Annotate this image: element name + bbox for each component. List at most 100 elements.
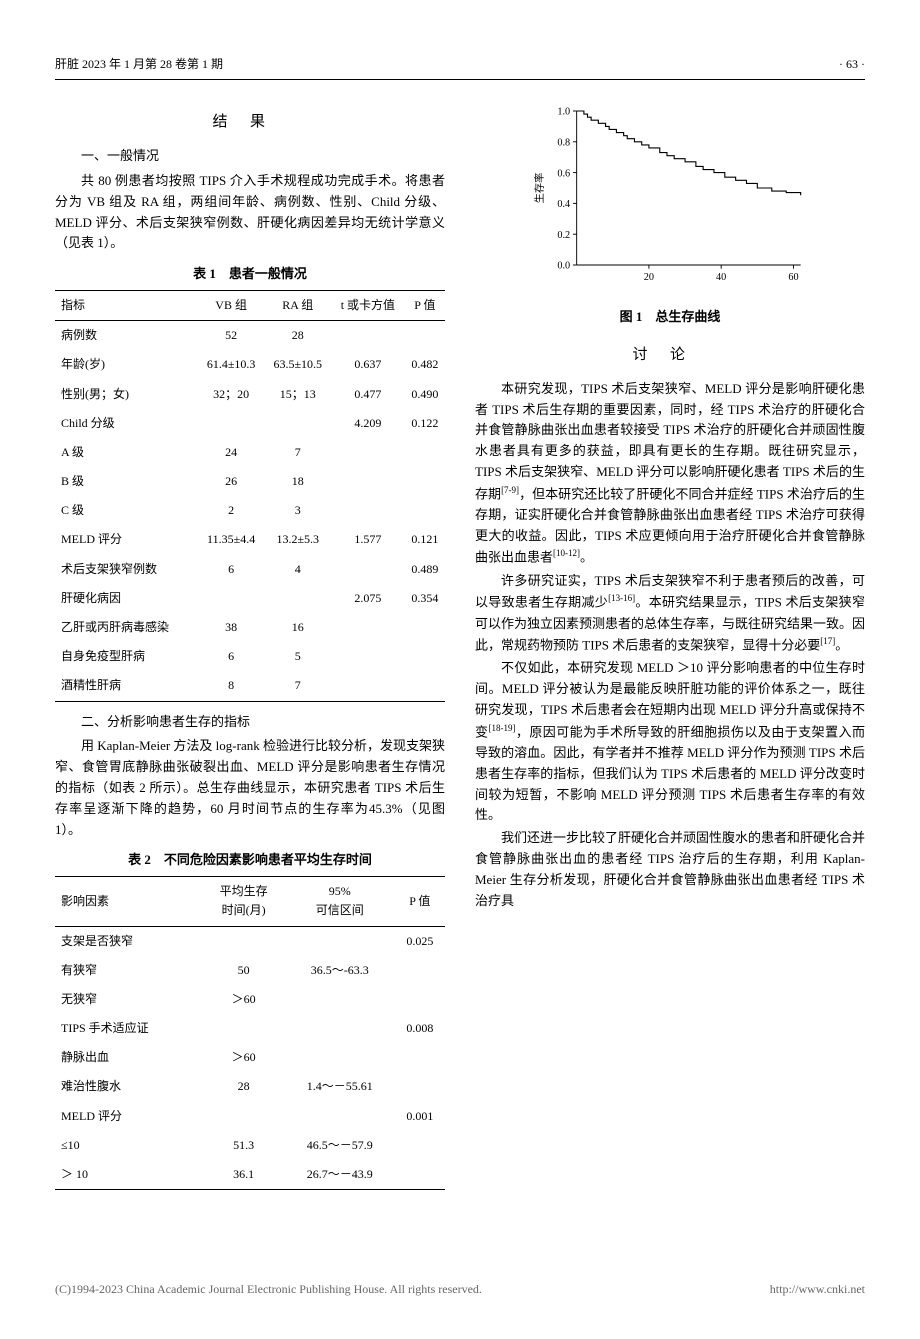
table-cell: 15；13 [264, 380, 331, 409]
svg-text:60: 60 [788, 272, 798, 283]
table-cell: 肝硬化病因 [55, 584, 198, 613]
table-cell [202, 1102, 284, 1131]
table-header: 指标 [55, 290, 198, 320]
table-cell: 51.3 [202, 1131, 284, 1160]
table-cell: 乙肝或丙肝病毒感染 [55, 613, 198, 642]
table-cell: 46.5～－57.9 [285, 1131, 395, 1160]
svg-text:0.8: 0.8 [557, 138, 570, 149]
table-cell: A 级 [55, 438, 198, 467]
table-cell: 50 [202, 956, 284, 985]
table-row: 术后支架狭窄例数640.489 [55, 555, 445, 584]
table-row: MELD 评分0.001 [55, 1102, 445, 1131]
table-cell: MELD 评分 [55, 525, 198, 554]
discussion-p4: 我们还进一步比较了肝硬化合并顽固性腹水的患者和肝硬化合并食管静脉曲张出血的患者经… [475, 828, 865, 911]
table-cell: 26.7～－43.9 [285, 1160, 395, 1190]
page-footer: (C)1994-2023 China Academic Journal Elec… [0, 1270, 920, 1299]
table-cell: 36.5～-63.3 [285, 956, 395, 985]
table-cell [405, 671, 445, 701]
table-cell: 0.121 [405, 525, 445, 554]
table-row: 酒精性肝病87 [55, 671, 445, 701]
table-cell [264, 584, 331, 613]
table-cell [331, 671, 405, 701]
table-cell [395, 985, 445, 1014]
table-cell [331, 467, 405, 496]
table-cell: 8 [198, 671, 265, 701]
table-cell: 52 [198, 321, 265, 351]
table-cell: 支架是否狭窄 [55, 926, 202, 956]
page-header: 肝脏 2023 年 1 月第 28 卷第 1 期 · 63 · [55, 0, 865, 80]
table-row: A 级247 [55, 438, 445, 467]
table-cell [331, 438, 405, 467]
table-row: ≤1051.346.5～－57.9 [55, 1131, 445, 1160]
paragraph-general: 共 80 例患者均按照 TIPS 介入手术规程成功完成手术。将患者分为 VB 组… [55, 171, 445, 254]
table-cell [331, 642, 405, 671]
table-cell: 静脉出血 [55, 1043, 202, 1072]
table-cell: 36.1 [202, 1160, 284, 1190]
table-cell: 0.482 [405, 350, 445, 379]
table-cell: 0.122 [405, 409, 445, 438]
table-cell: 2 [198, 496, 265, 525]
table-row: 乙肝或丙肝病毒感染3816 [55, 613, 445, 642]
table-cell [331, 555, 405, 584]
table-row: 病例数5228 [55, 321, 445, 351]
table-cell: 7 [264, 438, 331, 467]
table-cell: 24 [198, 438, 265, 467]
svg-text:0.2: 0.2 [557, 230, 570, 241]
table-cell: 4 [264, 555, 331, 584]
table-cell: 6 [198, 555, 265, 584]
paragraph-survival: 用 Kaplan-Meier 方法及 log-rank 检验进行比较分析，发现支… [55, 736, 445, 840]
table-2: 影响因素平均生存时间(月)95%可信区间P 值 支架是否狭窄0.025有狭窄50… [55, 876, 445, 1190]
table-cell: B 级 [55, 467, 198, 496]
table-row: 支架是否狭窄0.025 [55, 926, 445, 956]
table-cell [285, 926, 395, 956]
table-cell: 13.2±5.3 [264, 525, 331, 554]
table-cell: 38 [198, 613, 265, 642]
svg-text:1.0: 1.0 [557, 107, 570, 118]
table-row: ＞ 1036.126.7～－43.9 [55, 1160, 445, 1190]
table-row: 无狭窄＞60 [55, 985, 445, 1014]
table-cell: 0.477 [331, 380, 405, 409]
table-cell: 26 [198, 467, 265, 496]
table-cell [202, 1014, 284, 1043]
table-cell: 自身免疫型肝病 [55, 642, 198, 671]
table-cell [405, 642, 445, 671]
right-column: 0.00.20.40.60.81.0204060生存率 图 1 总生存曲线 讨论… [475, 95, 865, 1200]
table-header: 95%可信区间 [285, 877, 395, 926]
survival-curve-chart: 0.00.20.40.60.81.0204060生存率 [530, 95, 810, 295]
table-cell: 酒精性肝病 [55, 671, 198, 701]
table-cell: 18 [264, 467, 331, 496]
table-header: 平均生存时间(月) [202, 877, 284, 926]
table-header: P 值 [405, 290, 445, 320]
table-row: B 级2618 [55, 467, 445, 496]
table-row: 难治性腹水281.4～－55.61 [55, 1072, 445, 1101]
discussion-p2: 许多研究证实，TIPS 术后支架狭窄不利于患者预后的改善，可以导致患者生存期减少… [475, 571, 865, 657]
table-cell: 0.008 [395, 1014, 445, 1043]
results-heading: 结果 [55, 110, 445, 134]
header-right: · 63 · [839, 55, 865, 74]
figure1-caption: 图 1 总生存曲线 [475, 307, 865, 328]
table1-caption: 表 1 患者一般情况 [55, 264, 445, 285]
table-cell [285, 985, 395, 1014]
table-cell: 0.001 [395, 1102, 445, 1131]
header-left: 肝脏 2023 年 1 月第 28 卷第 1 期 [55, 55, 223, 74]
table-cell [331, 496, 405, 525]
table-cell: 有狭窄 [55, 956, 202, 985]
table-cell: 63.5±10.5 [264, 350, 331, 379]
table-row: 自身免疫型肝病65 [55, 642, 445, 671]
table-cell [331, 321, 405, 351]
table-cell: 5 [264, 642, 331, 671]
table-cell [405, 438, 445, 467]
footer-copyright: (C)1994-2023 China Academic Journal Elec… [55, 1280, 482, 1299]
table-cell: 6 [198, 642, 265, 671]
table-1: 指标VB 组RA 组t 或卡方值P 值 病例数5228年龄(岁)61.4±10.… [55, 290, 445, 702]
table-header: t 或卡方值 [331, 290, 405, 320]
table-cell: 1.577 [331, 525, 405, 554]
table-cell: 0.354 [405, 584, 445, 613]
table-cell: 难治性腹水 [55, 1072, 202, 1101]
table-cell: 性别(男；女) [55, 380, 198, 409]
table-cell [285, 1043, 395, 1072]
table-cell: 病例数 [55, 321, 198, 351]
table-cell: 11.35±4.4 [198, 525, 265, 554]
table-cell: 2.075 [331, 584, 405, 613]
table-cell: 0.490 [405, 380, 445, 409]
